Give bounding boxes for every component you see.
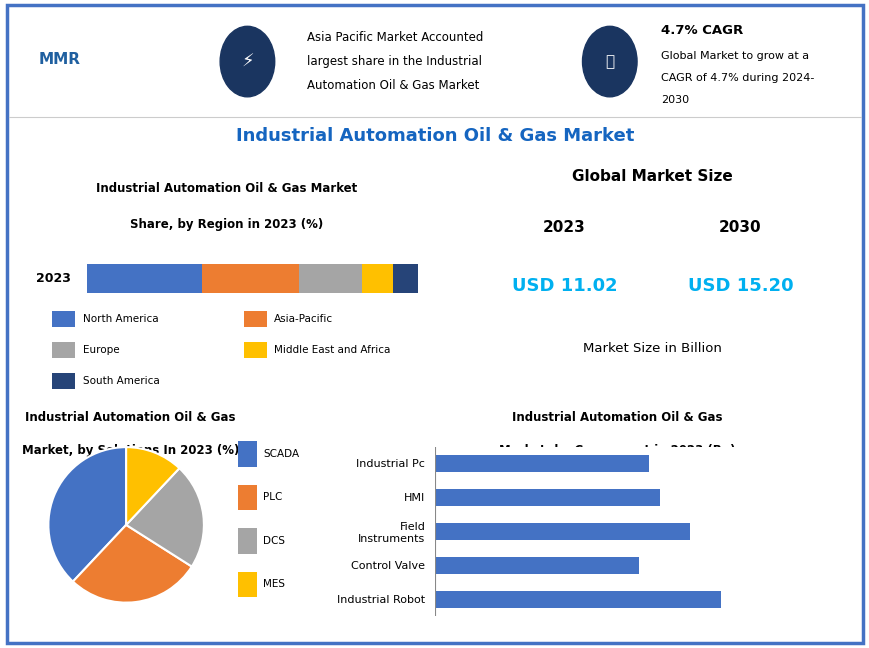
- Text: 2030: 2030: [660, 95, 688, 105]
- Text: Global Market to grow at a: Global Market to grow at a: [660, 51, 808, 61]
- Text: USD 11.02: USD 11.02: [511, 277, 617, 295]
- Bar: [362, 264, 393, 293]
- Bar: [434, 591, 720, 608]
- Text: Automation Oil & Gas Market: Automation Oil & Gas Market: [307, 79, 479, 92]
- FancyBboxPatch shape: [243, 310, 266, 327]
- FancyBboxPatch shape: [52, 341, 75, 358]
- Text: CAGR of 4.7% during 2024-: CAGR of 4.7% during 2024-: [660, 73, 813, 83]
- Text: Market Size in Billion: Market Size in Billion: [582, 342, 721, 355]
- Text: PLC: PLC: [262, 492, 282, 502]
- FancyBboxPatch shape: [238, 572, 256, 597]
- Text: Market, by Solutions In 2023 (%): Market, by Solutions In 2023 (%): [22, 444, 239, 457]
- Bar: [434, 489, 659, 506]
- Text: DCS: DCS: [262, 536, 285, 546]
- Text: Europe: Europe: [83, 345, 119, 355]
- Text: Middle East and Africa: Middle East and Africa: [274, 345, 390, 355]
- Text: Industrial Automation Oil & Gas Market: Industrial Automation Oil & Gas Market: [235, 127, 634, 145]
- Text: Share, by Region in 2023 (%): Share, by Region in 2023 (%): [129, 218, 322, 231]
- Text: Industrial Automation Oil & Gas: Industrial Automation Oil & Gas: [25, 411, 235, 424]
- Text: largest share in the Industrial: largest share in the Industrial: [307, 55, 481, 68]
- Text: 2030: 2030: [719, 220, 761, 235]
- FancyBboxPatch shape: [238, 485, 256, 510]
- FancyBboxPatch shape: [52, 310, 75, 327]
- Text: 2023: 2023: [36, 272, 70, 285]
- Text: Global Market Size: Global Market Size: [572, 169, 732, 184]
- FancyBboxPatch shape: [52, 373, 75, 389]
- Bar: [87, 264, 202, 293]
- Text: Market, by Component in 2023 (Bn): Market, by Component in 2023 (Bn): [499, 444, 735, 457]
- Text: North America: North America: [83, 314, 158, 324]
- Text: Asia Pacific Market Accounted: Asia Pacific Market Accounted: [307, 31, 483, 44]
- Text: SCADA: SCADA: [262, 449, 299, 459]
- Circle shape: [582, 27, 636, 97]
- Bar: [299, 264, 362, 293]
- Text: 🔥: 🔥: [605, 54, 614, 69]
- FancyBboxPatch shape: [243, 341, 266, 358]
- Wedge shape: [126, 447, 179, 525]
- FancyBboxPatch shape: [7, 5, 862, 643]
- Text: Industrial Automation Oil & Gas: Industrial Automation Oil & Gas: [512, 411, 722, 424]
- Bar: [434, 523, 689, 540]
- Text: Industrial Automation Oil & Gas Market: Industrial Automation Oil & Gas Market: [96, 182, 356, 195]
- Text: USD 15.20: USD 15.20: [687, 277, 793, 295]
- Text: MES: MES: [262, 579, 285, 590]
- Bar: [393, 264, 417, 293]
- Bar: [434, 455, 648, 472]
- Wedge shape: [73, 525, 191, 603]
- Text: South America: South America: [83, 376, 159, 386]
- Text: Asia-Pacific: Asia-Pacific: [274, 314, 333, 324]
- Bar: [434, 557, 639, 574]
- Wedge shape: [49, 447, 126, 581]
- FancyBboxPatch shape: [238, 528, 256, 553]
- Bar: [202, 264, 299, 293]
- FancyBboxPatch shape: [238, 441, 256, 467]
- Text: MMR: MMR: [39, 52, 81, 67]
- Text: ⚡: ⚡: [241, 52, 254, 71]
- Text: 2023: 2023: [542, 220, 585, 235]
- Wedge shape: [126, 469, 203, 566]
- Text: 4.7% CAGR: 4.7% CAGR: [660, 24, 742, 37]
- Circle shape: [220, 27, 275, 97]
